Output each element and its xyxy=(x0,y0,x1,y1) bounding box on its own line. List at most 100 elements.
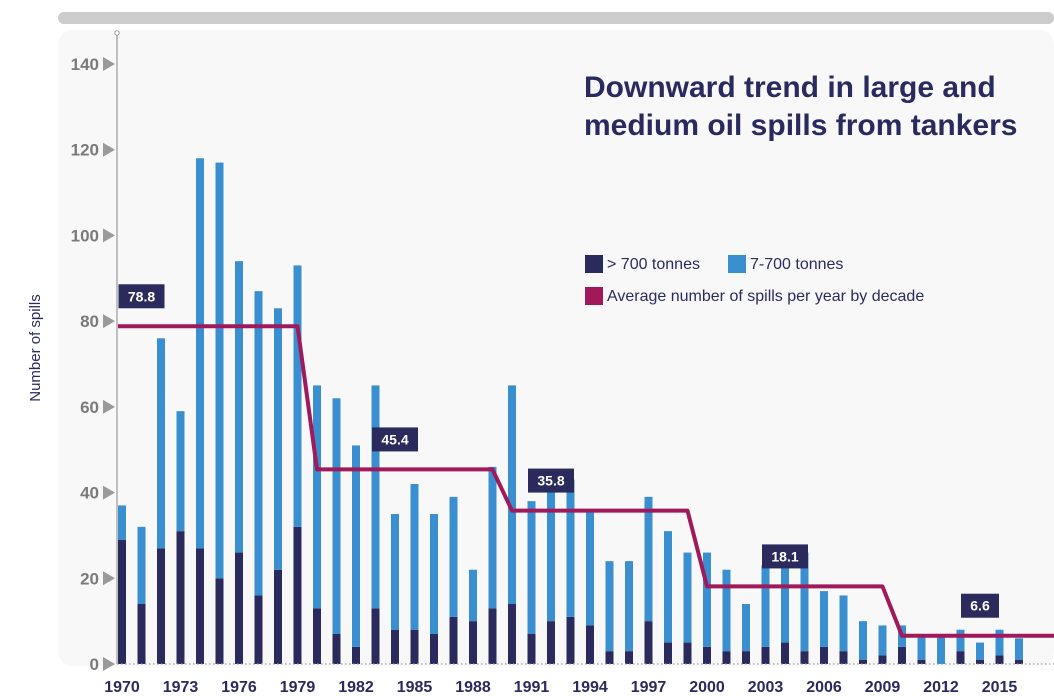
bar-medium-2015 xyxy=(995,629,1004,656)
y-axis-label: Number of spills xyxy=(27,294,44,402)
bar-medium-1970 xyxy=(118,505,126,540)
bar-large-2001 xyxy=(722,651,731,664)
y-tick-marker-140 xyxy=(103,57,115,71)
y-axis-group: 0 20 40 60 80 100 120 140 xyxy=(71,30,120,674)
bar-large-1990 xyxy=(508,604,516,664)
x-tick-label-1976: 1976 xyxy=(221,679,257,696)
bar-large-1978 xyxy=(274,569,282,664)
bar-large-1996 xyxy=(625,651,633,664)
bar-medium-1997 xyxy=(644,496,653,622)
bar-large-1977 xyxy=(254,595,263,664)
y-tick-marker-40 xyxy=(103,485,115,500)
bar-large-1998 xyxy=(664,642,672,664)
x-tick-label-2015: 2015 xyxy=(982,679,1018,696)
y-tick-label-0: 0 xyxy=(90,655,99,674)
bar-large-2009 xyxy=(878,655,887,664)
bar-medium-1982 xyxy=(352,445,360,647)
bar-medium-1995 xyxy=(605,561,614,652)
bar-medium-1979 xyxy=(293,265,302,527)
legend-swatch-average xyxy=(585,287,603,305)
x-tick-label-2003: 2003 xyxy=(748,679,784,696)
bar-large-1976 xyxy=(235,552,243,664)
average-label-box-2010 xyxy=(961,593,999,618)
bar-medium-2016 xyxy=(1015,638,1023,660)
legend-label-average: Average number of spills per year by dec… xyxy=(607,288,924,305)
bar-medium-1975 xyxy=(215,162,224,579)
bar-large-2003 xyxy=(761,646,770,664)
bar-large-2013 xyxy=(956,651,965,664)
bar-large-1989 xyxy=(488,608,497,664)
bar-large-2008 xyxy=(859,659,867,664)
y-tick-label-140: 140 xyxy=(71,55,99,74)
x-tick-label-1994: 1994 xyxy=(572,679,608,696)
bar-medium-2002 xyxy=(742,604,750,652)
average-label-2010: 6.6 xyxy=(970,598,990,614)
x-tick-label-1982: 1982 xyxy=(338,679,374,696)
y-tick-marker-0 xyxy=(103,657,115,671)
bar-large-1982 xyxy=(352,646,360,664)
bar-medium-1994 xyxy=(586,509,594,626)
legend-swatch-large xyxy=(585,255,603,273)
y-tick-marker-80 xyxy=(103,314,115,329)
average-label-box-1990 xyxy=(528,468,574,493)
bar-medium-1998 xyxy=(664,531,672,643)
x-tick-label-2006: 2006 xyxy=(806,679,842,696)
bar-medium-1991 xyxy=(527,501,536,634)
bar-medium-1972 xyxy=(157,338,165,549)
bar-medium-1974 xyxy=(196,158,204,549)
bar-large-1987 xyxy=(449,616,458,664)
bar-large-1991 xyxy=(527,634,536,664)
bar-medium-2000 xyxy=(703,552,711,647)
x-tick-label-2009: 2009 xyxy=(865,679,901,696)
bar-medium-1980 xyxy=(313,385,321,609)
bar-large-1984 xyxy=(391,629,399,664)
bar-medium-2001 xyxy=(722,569,731,652)
bar-medium-2006 xyxy=(820,591,828,647)
bar-large-1970 xyxy=(118,539,126,664)
bar-medium-1989 xyxy=(488,466,497,609)
bar-large-2005 xyxy=(800,651,809,664)
x-tick-label-2000: 2000 xyxy=(689,679,725,696)
average-line-group: 78.8 45.4 35.8 18.1 6.6 xyxy=(118,284,1054,638)
bars-group xyxy=(118,158,1023,664)
x-tick-label-1985: 1985 xyxy=(397,679,433,696)
x-tick-label-1970: 1970 xyxy=(104,679,140,696)
average-label-1990: 35.8 xyxy=(537,473,564,489)
bar-medium-2009 xyxy=(878,625,887,656)
x-axis-group: 1970 1973 1976 1979 1982 1985 1988 1991 1994 1997… xyxy=(104,663,1054,696)
y-tick-label-40: 40 xyxy=(80,484,99,503)
bar-medium-2014 xyxy=(976,642,984,660)
bar-medium-1985 xyxy=(410,484,419,630)
bar-medium-2004 xyxy=(781,552,789,643)
bar-large-1997 xyxy=(644,621,653,664)
bar-medium-1977 xyxy=(254,291,263,596)
legend-swatch-medium xyxy=(728,255,746,273)
average-label-box-1970 xyxy=(118,284,165,309)
bar-medium-1981 xyxy=(332,398,341,634)
y-tick-marker-60 xyxy=(103,399,115,414)
bar-large-1974 xyxy=(196,548,204,664)
bar-medium-1999 xyxy=(683,552,692,643)
bar-medium-2003 xyxy=(761,565,770,647)
bar-medium-2007 xyxy=(839,595,848,652)
plot-panel xyxy=(58,30,1054,666)
top-bar xyxy=(58,12,1054,24)
x-tick-label-1997: 1997 xyxy=(631,679,667,696)
bar-medium-1988 xyxy=(469,569,477,622)
bar-large-1981 xyxy=(332,634,341,664)
bar-large-2007 xyxy=(839,651,848,664)
y-tick-label-20: 20 xyxy=(80,569,99,588)
bar-large-1973 xyxy=(176,531,185,664)
y-axis-end-dot xyxy=(114,30,120,36)
bar-large-2002 xyxy=(742,651,750,664)
bar-large-1983 xyxy=(371,608,380,664)
x-tick-label-1991: 1991 xyxy=(514,679,550,696)
bar-medium-2011 xyxy=(917,634,926,660)
bar-large-1980 xyxy=(313,608,321,664)
average-label-1980: 45.4 xyxy=(381,431,408,447)
y-tick-label-80: 80 xyxy=(80,312,99,331)
chart-title-line-2: medium oil spills from tankers xyxy=(584,109,1017,142)
bar-large-2010 xyxy=(898,646,906,664)
